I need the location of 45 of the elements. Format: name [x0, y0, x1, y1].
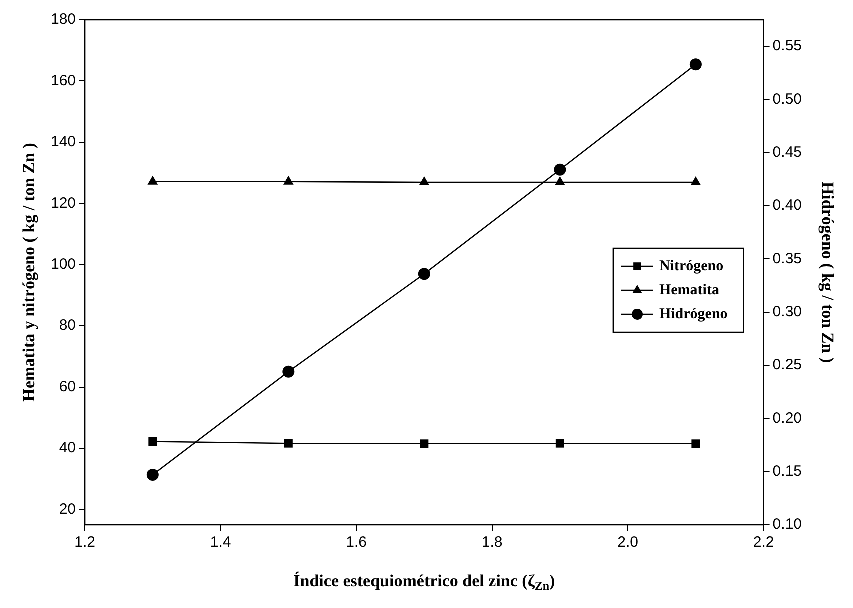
point [419, 176, 430, 186]
y2-tick-label: 0.15 [772, 462, 802, 480]
x-tick-label: 1.6 [346, 534, 367, 552]
point [690, 176, 702, 186]
x-tick-label: 1.4 [210, 534, 232, 552]
y-tick-label: 20 [59, 500, 76, 518]
y2-tick-label: 0.20 [772, 410, 802, 427]
y-axis-title: Hematita y nitrógeno ( kg / ton Zn ) [19, 143, 38, 402]
y2-tick-label: 0.50 [772, 90, 802, 108]
y2-tick-label: 0.55 [772, 38, 802, 55]
point [282, 366, 295, 378]
y2-tick-label: 0.40 [772, 197, 802, 214]
legend-label: Hidrógeno [659, 306, 728, 322]
point [690, 58, 702, 71]
point [418, 268, 430, 280]
point [554, 176, 566, 186]
point [148, 438, 158, 446]
y2-tick-label: 0.35 [772, 250, 802, 268]
x-tick-label: 2.2 [753, 534, 774, 552]
point [554, 164, 566, 176]
point [148, 176, 158, 185]
point [556, 439, 564, 448]
x-tick-label: 1.8 [482, 534, 503, 552]
y-tick-label: 180 [50, 11, 76, 28]
y-tick-label: 160 [50, 72, 76, 90]
y-tick-label: 40 [59, 440, 76, 457]
point [146, 469, 159, 482]
y2-tick-label: 0.10 [772, 516, 802, 534]
y2-tick-label: 0.30 [772, 304, 802, 321]
y-tick-label: 100 [50, 256, 76, 273]
y-tick-label: 140 [50, 134, 76, 151]
y-tick-label: 60 [59, 378, 76, 396]
x-tick-label: 1.2 [74, 534, 96, 552]
y-tick-label: 120 [50, 194, 76, 212]
y2-axis-title: Hidrógeno ( kg / ton Zn ) [818, 182, 838, 364]
y-tick-label: 80 [59, 317, 76, 334]
x-tick-label: 2.0 [618, 534, 638, 552]
point [420, 440, 429, 448]
y2-tick-label: 0.25 [772, 356, 802, 374]
y2-tick-label: 0.45 [772, 144, 802, 162]
legend-label: Hematita [659, 282, 720, 298]
legend-label: Nitrógeno [659, 258, 724, 274]
point [284, 439, 293, 448]
point [283, 176, 294, 185]
point [692, 440, 700, 448]
